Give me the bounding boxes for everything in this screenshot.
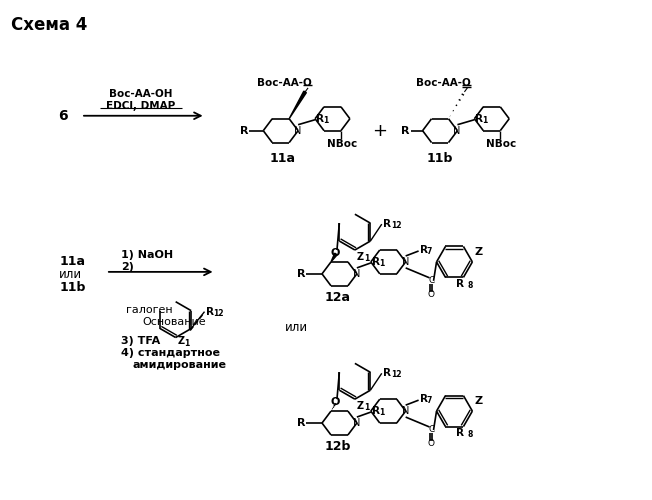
Text: 3) TFA: 3) TFA	[121, 336, 160, 346]
Text: O: O	[427, 290, 434, 299]
Text: 7: 7	[426, 247, 432, 256]
Text: C: C	[428, 276, 435, 285]
Text: Boc-AA-OH: Boc-AA-OH	[109, 89, 173, 99]
Text: NBoc: NBoc	[486, 138, 516, 148]
Text: R: R	[205, 306, 213, 316]
Text: Boc-AA-O: Boc-AA-O	[416, 78, 471, 88]
Text: 11b: 11b	[426, 152, 452, 165]
Text: 1: 1	[379, 408, 384, 417]
Text: Z: Z	[357, 252, 364, 262]
Text: R: R	[372, 257, 380, 267]
Text: R: R	[420, 394, 428, 404]
Text: R: R	[456, 428, 464, 438]
Text: Boc-AA-O: Boc-AA-O	[257, 78, 312, 88]
Text: R: R	[240, 126, 248, 136]
Text: R: R	[383, 368, 391, 378]
Text: 11b: 11b	[59, 282, 85, 294]
Text: N: N	[402, 257, 409, 267]
Text: 1) NaOH: 1) NaOH	[121, 250, 173, 260]
Text: 6: 6	[58, 109, 68, 122]
Text: Z: Z	[475, 247, 482, 257]
Text: Схема 4: Схема 4	[11, 16, 88, 34]
Text: 1: 1	[323, 116, 328, 124]
Text: 1: 1	[364, 254, 369, 263]
Text: 11a: 11a	[59, 256, 85, 268]
Text: 8: 8	[467, 281, 473, 290]
Text: N: N	[294, 126, 301, 136]
Text: O: O	[331, 248, 340, 258]
Text: 12: 12	[391, 370, 401, 380]
Text: 2): 2)	[121, 262, 134, 272]
Text: Z: Z	[475, 396, 482, 406]
Text: амидирование: амидирование	[133, 360, 227, 370]
Text: 1: 1	[379, 259, 384, 268]
Text: R: R	[372, 406, 380, 416]
Text: 8: 8	[467, 430, 473, 439]
Text: R: R	[401, 126, 409, 136]
Text: или: или	[59, 268, 82, 281]
Polygon shape	[289, 91, 306, 118]
Text: O: O	[331, 397, 340, 407]
Polygon shape	[331, 253, 337, 262]
Text: 12: 12	[391, 221, 401, 230]
Text: Z: Z	[357, 401, 364, 411]
Text: R: R	[475, 114, 483, 124]
Text: 1: 1	[364, 403, 369, 412]
Text: NBoc: NBoc	[327, 138, 357, 148]
Text: 4) стандартное: 4) стандартное	[121, 348, 220, 358]
Text: R: R	[297, 269, 305, 279]
Text: Основание: Основание	[143, 316, 207, 326]
Text: R: R	[383, 219, 391, 229]
Text: C: C	[428, 426, 435, 434]
Text: 7: 7	[426, 396, 432, 405]
Text: Z: Z	[177, 336, 185, 346]
Text: N: N	[353, 418, 361, 428]
Text: N: N	[402, 406, 409, 416]
Text: R: R	[297, 418, 305, 428]
Text: 11a: 11a	[269, 152, 295, 165]
Text: +: +	[372, 122, 387, 140]
Text: R: R	[456, 279, 464, 289]
Text: N: N	[353, 269, 361, 279]
Text: 1: 1	[185, 338, 190, 347]
Text: R: R	[420, 245, 428, 255]
Text: 12b: 12b	[325, 440, 351, 454]
Text: или: или	[285, 321, 308, 334]
Text: O: O	[427, 440, 434, 448]
Text: 1: 1	[482, 116, 488, 124]
Text: галоген: галоген	[126, 304, 173, 314]
Text: EDCl, DMAP: EDCl, DMAP	[106, 101, 175, 111]
Text: 12: 12	[213, 308, 224, 318]
Text: N: N	[453, 126, 461, 136]
Text: 12a: 12a	[325, 291, 351, 304]
Text: R: R	[316, 114, 324, 124]
